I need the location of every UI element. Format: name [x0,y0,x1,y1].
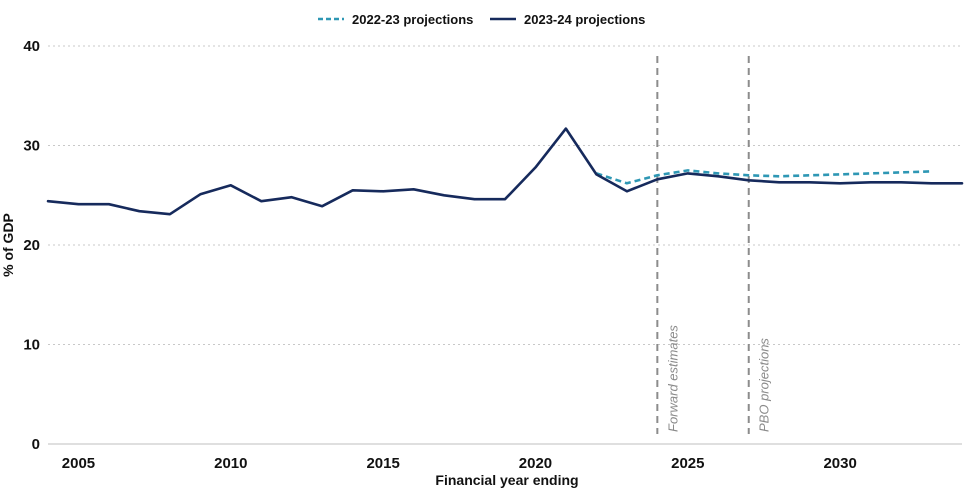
x-tick-label: 2015 [366,455,399,472]
vertical-marker-label: Forward estimates [665,325,680,432]
series-group [46,127,964,216]
y-tick-label: 0 [32,436,40,453]
y-tick-label: 30 [23,138,40,155]
x-tick-label: 2020 [519,455,552,472]
y-axis-ticks: 0 10 20 30 40 [23,38,40,453]
x-tick-label: 2010 [214,455,247,472]
y-tick-label: 20 [23,237,40,254]
x-tick-label: 2030 [823,455,856,472]
x-tick-label: 2025 [671,455,704,472]
legend: 2022-23 projections 2023-24 projections [318,12,645,27]
legend-label: 2022-23 projections [352,12,473,27]
grid [48,45,962,345]
x-axis-ticks: 2005 2010 2015 2020 2025 2030 [62,455,857,472]
y-axis-title: % of GDP [0,213,16,277]
vertical-markers: Forward estimates PBO projections [656,56,772,434]
series-line-solid [46,127,964,216]
x-tick-label: 2005 [62,455,95,472]
y-tick-label: 40 [23,38,40,55]
legend-label: 2023-24 projections [524,12,645,27]
x-axis-title: Financial year ending [435,472,578,488]
vertical-marker-label: PBO projections [757,338,772,432]
y-tick-label: 10 [23,337,40,354]
series-line-dashed [595,169,932,185]
